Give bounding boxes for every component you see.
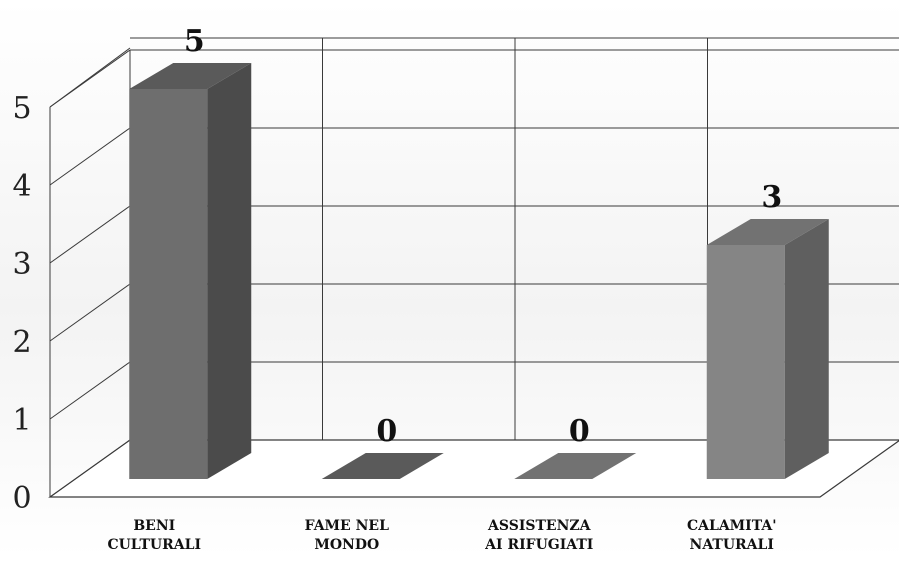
x-category-line: ASSISTENZA bbox=[487, 518, 592, 534]
data-label: 0 bbox=[376, 414, 397, 449]
x-category-line: AI RIFUGIATI bbox=[484, 537, 593, 553]
x-category-line: CULTURALI bbox=[107, 537, 201, 553]
x-category-labels: BENI CULTURALI FAME NEL MONDO ASSISTENZA AI R… bbox=[107, 518, 776, 553]
bar-front bbox=[706, 245, 785, 479]
y-tick-label: 5 bbox=[12, 91, 31, 126]
side-gridline bbox=[49, 361, 131, 420]
side-top-edge bbox=[49, 47, 131, 108]
x-category-label: BENI CULTURALI bbox=[107, 518, 201, 553]
bar-top bbox=[321, 453, 444, 479]
bar-top bbox=[129, 63, 252, 89]
bar bbox=[514, 453, 637, 479]
y-tick-label: 0 bbox=[12, 481, 31, 516]
x-category-label: FAME NEL MONDO bbox=[305, 518, 389, 553]
y-tick-label: 4 bbox=[12, 169, 31, 204]
side-gridline bbox=[49, 127, 131, 186]
y-tick-labels: 0 1 2 3 4 5 bbox=[12, 91, 31, 516]
bar-top bbox=[514, 453, 637, 479]
data-labels-layer: 5 0 0 3 bbox=[184, 24, 782, 449]
bar bbox=[129, 63, 252, 479]
bar-side bbox=[207, 63, 252, 479]
bar-top bbox=[706, 219, 829, 245]
bars-layer bbox=[129, 63, 829, 479]
x-category-label: CALAMITA' NATURALI bbox=[687, 518, 777, 553]
data-label: 0 bbox=[569, 414, 590, 449]
y-tick-label: 3 bbox=[12, 247, 31, 282]
side-gridline bbox=[49, 439, 131, 498]
bar bbox=[321, 453, 444, 479]
x-category-line: NATURALI bbox=[690, 537, 774, 553]
side-gridline bbox=[49, 283, 131, 342]
y-tick-label: 2 bbox=[12, 325, 31, 360]
x-category-line: CALAMITA' bbox=[687, 518, 777, 534]
x-category-line: MONDO bbox=[314, 537, 379, 553]
x-category-label: ASSISTENZA AI RIFUGIATI bbox=[484, 518, 593, 553]
bar bbox=[706, 219, 829, 479]
data-label: 5 bbox=[184, 24, 205, 59]
x-category-line: BENI bbox=[133, 518, 175, 534]
side-gridline bbox=[49, 205, 131, 264]
y-tick-label: 1 bbox=[12, 403, 31, 438]
bar-front bbox=[129, 89, 208, 479]
bar-side bbox=[784, 219, 829, 479]
data-label: 3 bbox=[761, 180, 782, 215]
x-category-line: FAME NEL bbox=[305, 518, 389, 534]
